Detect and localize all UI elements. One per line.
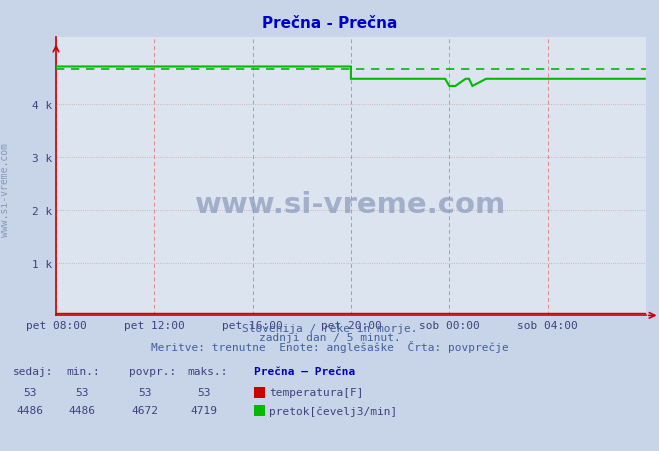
Text: 4719: 4719	[191, 405, 217, 415]
Text: min.:: min.:	[66, 366, 100, 376]
Text: 53: 53	[23, 387, 36, 397]
Text: www.si-vreme.com: www.si-vreme.com	[195, 191, 507, 219]
Text: 4672: 4672	[132, 405, 158, 415]
Text: sedaj:: sedaj:	[13, 366, 53, 376]
Text: 53: 53	[198, 387, 211, 397]
Text: temperatura[F]: temperatura[F]	[269, 387, 363, 397]
Text: 53: 53	[138, 387, 152, 397]
Text: povpr.:: povpr.:	[129, 366, 176, 376]
Text: zadnji dan / 5 minut.: zadnji dan / 5 minut.	[258, 332, 401, 342]
Text: www.si-vreme.com: www.si-vreme.com	[0, 143, 11, 236]
Text: 53: 53	[76, 387, 89, 397]
Text: Prečna - Prečna: Prečna - Prečna	[262, 16, 397, 31]
Text: 4486: 4486	[16, 405, 43, 415]
Text: Slovenija / reke in morje.: Slovenija / reke in morje.	[242, 323, 417, 333]
Text: Meritve: trenutne  Enote: anglešaške  Črta: povprečje: Meritve: trenutne Enote: anglešaške Črta…	[151, 341, 508, 352]
Text: Prečna – Prečna: Prečna – Prečna	[254, 366, 355, 376]
Text: pretok[čevelj3/min]: pretok[čevelj3/min]	[269, 405, 397, 416]
Text: 4486: 4486	[69, 405, 96, 415]
Text: maks.:: maks.:	[188, 366, 228, 376]
